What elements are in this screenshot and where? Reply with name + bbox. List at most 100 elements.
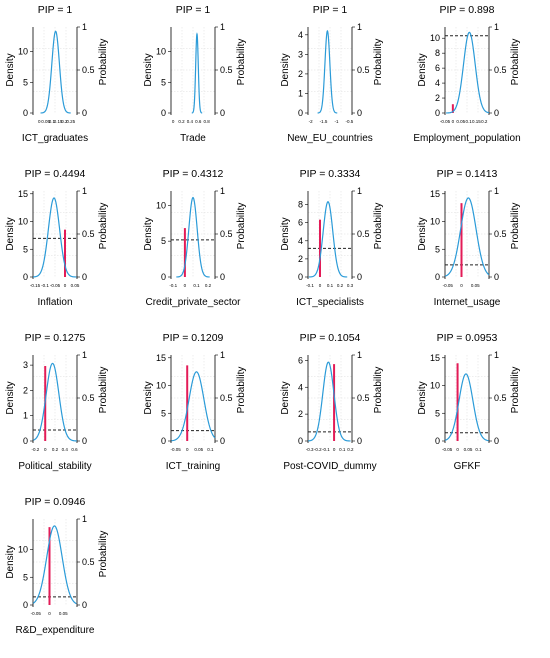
y-tick-label: 2 [298,254,303,264]
x-tick-label: -0.05 [170,447,181,452]
x-tick-label: 0.2 [178,119,185,124]
y-axis-label: Density [280,381,291,414]
x-tick-label: 0.2 [61,119,68,124]
y2-tick-label: 1 [494,350,499,360]
x-tick-label: -0.05 [31,611,42,616]
x-axis-label: New_EU_countries [287,133,373,144]
x-tick-label: 0.05 [59,611,68,616]
y-tick-label: 10 [18,545,28,555]
density-curve [40,30,71,114]
x-tick-label: 0 [452,119,455,124]
density-curve [446,31,490,114]
x-tick-label: -1.5 [320,119,328,124]
y-tick-label: 5 [435,244,440,254]
y-tick-label: 8 [298,200,303,210]
pip-title: PIP = 0.898 [440,4,495,16]
y-tick-label: 0 [23,272,28,282]
x-tick-label: -0.1 [169,283,177,288]
y2-tick-label: 0.5 [82,393,95,403]
density-curve [191,32,203,114]
x-tick-label: 0.3 [347,283,354,288]
y-tick-label: 5 [23,572,28,582]
y-axis-label: Density [143,381,154,414]
y2-tick-label: 0 [82,272,87,282]
x-axis-label: ICT_specialists [296,297,364,308]
x-tick-label: 0.15 [472,119,481,124]
y-tick-label: 15 [430,189,440,199]
y2-tick-label: 0.5 [494,393,507,403]
y2-tick-label: 0.5 [82,557,95,567]
y2-tick-label: 0.5 [82,229,95,239]
pip-title: PIP = 1 [176,4,211,16]
y2-axis-label: Probability [98,531,109,578]
y2-axis-label: Probability [510,39,521,86]
y2-tick-label: 1 [220,22,225,32]
y2-tick-label: 0 [82,600,87,610]
y2-tick-label: 0.5 [494,65,507,75]
y-axis-label: Density [5,217,16,250]
x-tick-label: 0.2 [52,447,59,452]
x-tick-label: 0.2 [205,283,212,288]
pip-title: PIP = 0.4312 [163,168,224,180]
y2-axis-label: Probability [236,367,247,414]
x-tick-label: 0.4 [187,119,194,124]
y-tick-label: 0 [23,108,28,118]
y2-tick-label: 1 [220,186,225,196]
y-tick-label: 3 [23,360,28,370]
x-tick-label: 0.1 [339,447,346,452]
y-tick-label: 4 [298,30,303,40]
y-tick-label: 0 [161,436,166,446]
x-tick-label: -0.15 [30,283,41,288]
y2-tick-label: 0 [357,108,362,118]
y-tick-label: 10 [18,47,28,57]
y2-axis-label: Probability [98,39,109,86]
y-tick-label: 15 [430,353,440,363]
panel-ict-training: 0 5 10 15 0 0.5 1 -0.05 0 0.05 0.1 PIP = 0.1209 ICT_… [143,332,247,472]
y-axis-label: Density [143,53,154,86]
y-tick-label: 5 [23,244,28,254]
x-tick-label: 0.1 [49,119,56,124]
y-tick-label: 8 [435,48,440,58]
y-tick-label: 10 [156,47,166,57]
y2-tick-label: 0.5 [357,229,370,239]
y2-tick-label: 1 [82,514,87,524]
y-axis-label: Density [280,53,291,86]
y-tick-label: 5 [161,408,166,418]
x-tick-label: -1 [334,119,338,124]
y-axis-label: Density [5,545,16,578]
y2-tick-label: 1 [494,186,499,196]
x-axis-label: Internet_usage [434,297,501,308]
y-tick-label: 0 [435,108,440,118]
x-tick-label: -2 [309,119,313,124]
x-tick-label: 0.2 [481,119,488,124]
y2-tick-label: 0 [220,108,225,118]
y-tick-label: 0 [298,108,303,118]
x-tick-label: 0.2 [337,283,344,288]
y2-tick-label: 1 [357,350,362,360]
density-curve [444,373,489,442]
y-tick-label: 4 [435,78,440,88]
y-tick-label: 10 [156,200,166,210]
x-tick-label: 0.6 [195,119,202,124]
y2-tick-label: 0 [220,436,225,446]
y2-tick-label: 1 [357,186,362,196]
y2-tick-label: 0.5 [220,65,233,75]
density-curve [317,29,338,114]
x-tick-label: 0.1 [465,119,472,124]
x-tick-label: -0.05 [440,119,451,124]
x-tick-label: 0 [172,119,175,124]
y2-tick-label: 0.5 [494,229,507,239]
x-tick-label: 0 [64,283,67,288]
y-tick-label: 10 [18,217,28,227]
x-tick-label: -0.2 [32,447,40,452]
y2-axis-label: Probability [510,203,521,250]
y2-tick-label: 0 [494,272,499,282]
y-tick-label: 0 [435,272,440,282]
density-curve [171,371,216,442]
